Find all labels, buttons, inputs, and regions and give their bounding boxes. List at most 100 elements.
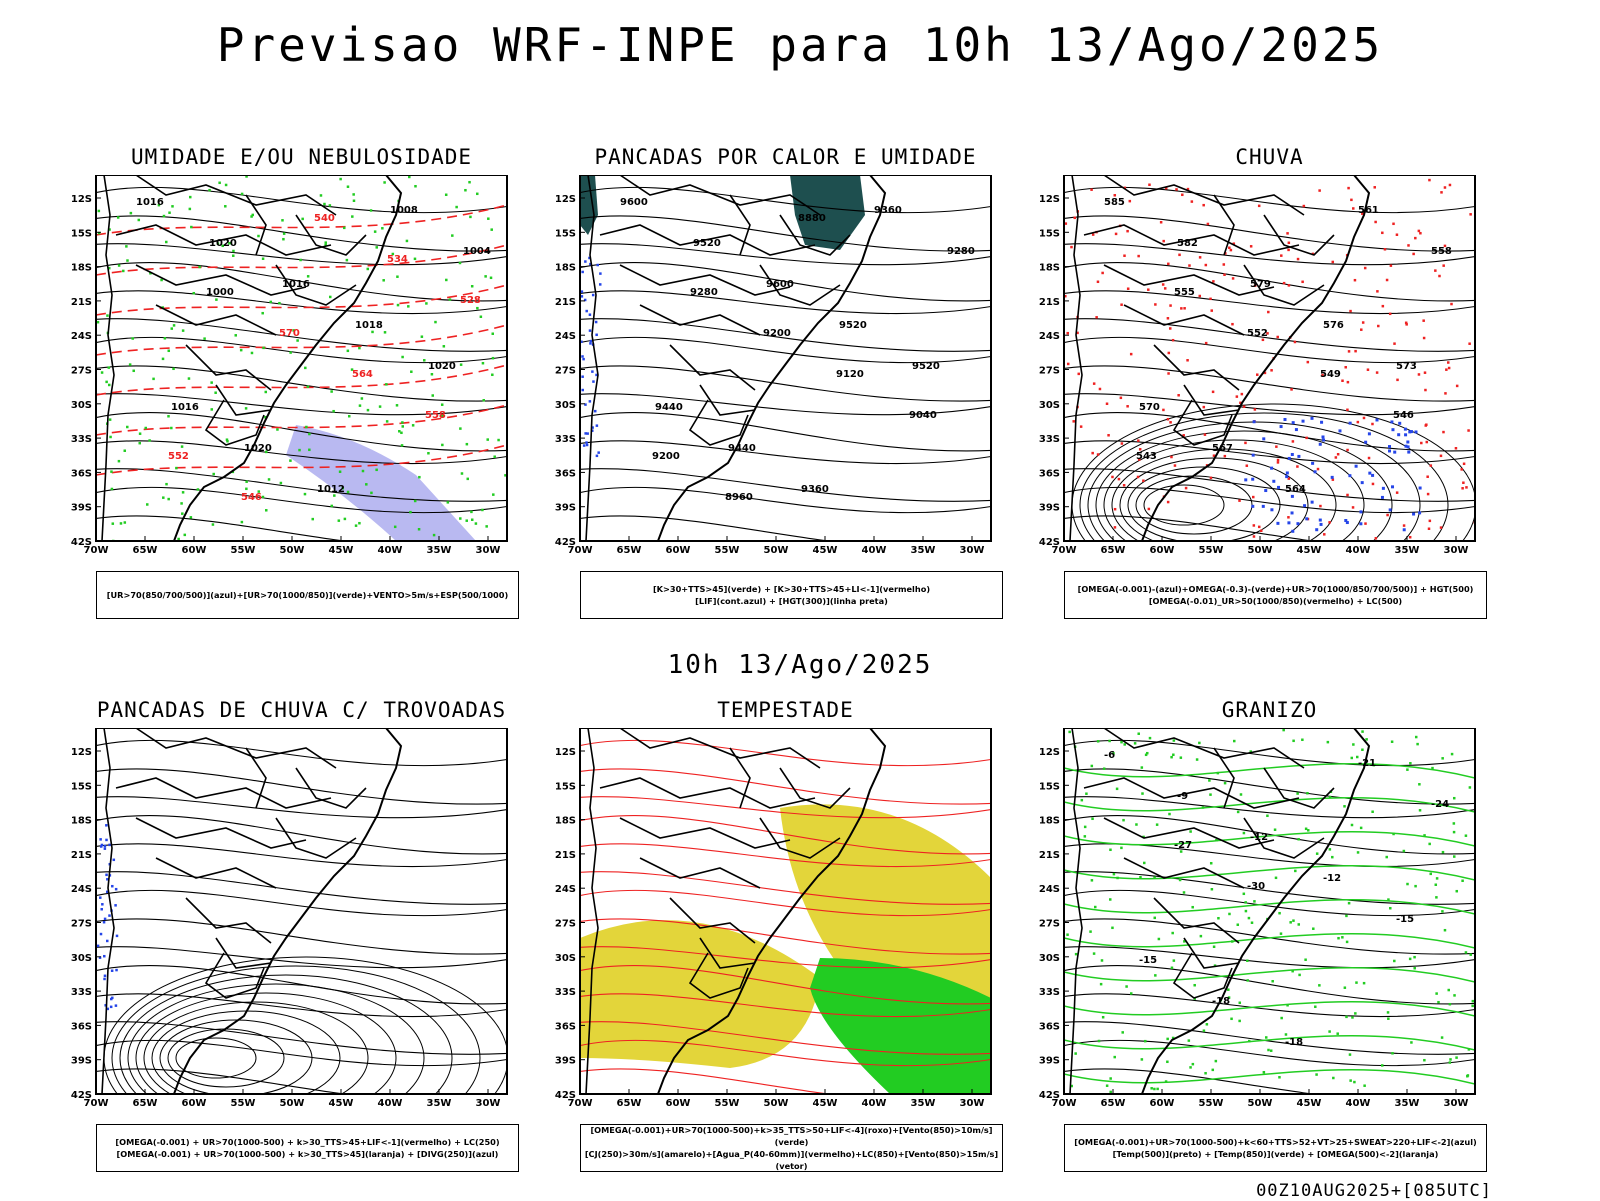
lat-tick-label: 27S — [1039, 366, 1060, 377]
contour-label: 564 — [1285, 484, 1306, 495]
contour-label: 528 — [460, 295, 481, 306]
contour-label: 543 — [1136, 451, 1157, 462]
contour-label: -15 — [1139, 955, 1157, 966]
mid-valid-time: 10h 13/Ago/2025 — [667, 650, 933, 680]
lat-tick-label: 39S — [1039, 1056, 1060, 1067]
legend-line: [OMEGA(-0.001)+UR>70(1000-500)+k<60+TTS>… — [1074, 1137, 1477, 1147]
lat-tick-label: 33S — [1039, 434, 1060, 445]
lat-tick-label: 24S — [71, 884, 92, 895]
lat-tick-label: 24S — [555, 331, 576, 342]
contour-label: 1020 — [428, 361, 456, 372]
main-title: Previsao WRF-INPE para 10h 13/Ago/2025 — [216, 18, 1384, 72]
contour-label: 9520 — [839, 320, 867, 331]
lon-tick-label: 55W — [715, 545, 740, 556]
contour-label: 573 — [1396, 361, 1417, 372]
panel-legend: [OMEGA(-0.001)+UR>70(1000-500)+k>35_TTS>… — [580, 1124, 1003, 1172]
lat-tick-label: 12S — [555, 194, 576, 205]
lat-tick-label: 18S — [71, 263, 92, 274]
contour-label: 570 — [279, 328, 300, 339]
lat-tick-label: 39S — [555, 1056, 576, 1067]
contour-label: 1020 — [244, 443, 272, 454]
lon-tick-label: 60W — [1150, 1098, 1175, 1109]
forecast-panel: PANCADAS DE CHUVA C/ TROVOADAS 12S 15S 18S 2… — [54, 698, 534, 1188]
lon-tick-label: 40W — [1346, 1098, 1371, 1109]
contour-label: 8960 — [725, 492, 753, 503]
legend-line: [LIF](cont.azul) + [HGT(300)](linha pret… — [695, 596, 888, 606]
lon-tick-label: 50W — [1248, 545, 1273, 556]
lon-tick-label: 65W — [133, 1098, 158, 1109]
map-frame — [1063, 175, 1476, 542]
lon-tick-label: 50W — [764, 545, 789, 556]
lat-tick-label: 33S — [555, 987, 576, 998]
contour-label: 555 — [1174, 287, 1195, 298]
lat-tick-label: 27S — [1039, 919, 1060, 930]
map-frame — [579, 175, 992, 542]
map-frame — [1063, 728, 1476, 1095]
legend-line: [CJ(250)>30m/s](amarelo)+[Agua_P(40-60mm… — [584, 1149, 999, 1171]
contour-label: 9360 — [801, 484, 829, 495]
forecast-map: 585 582 579 576 573 570 567 564 561 558 555 552 549 5… — [1039, 175, 1476, 556]
contour-label: 9280 — [947, 246, 975, 257]
lon-tick-label: 30W — [476, 545, 501, 556]
panel-legend: [UR>70(850/700/500)](azul)+[UR>70(1000/8… — [96, 571, 519, 619]
lat-tick-label: 42S — [71, 537, 92, 548]
contour-label: 1016 — [136, 197, 164, 208]
contour-label: 540 — [314, 213, 335, 224]
panel-legend: [OMEGA(-0.001)-(azul)+OMEGA(-0.3)-(verde… — [1064, 571, 1487, 619]
contour-label: 579 — [1250, 279, 1271, 290]
contour-label: 9360 — [874, 205, 902, 216]
contour-label: 9600 — [766, 279, 794, 290]
lat-tick-label: 15S — [555, 228, 576, 239]
contour-label: 9280 — [690, 287, 718, 298]
lat-tick-label: 15S — [1039, 228, 1060, 239]
lat-tick-label: 27S — [71, 366, 92, 377]
lon-tick-label: 55W — [715, 1098, 740, 1109]
contour-label: -18 — [1285, 1037, 1303, 1048]
lon-tick-label: 45W — [329, 1098, 354, 1109]
contour-label: 552 — [168, 451, 189, 462]
contour-label: 9200 — [652, 451, 680, 462]
forecast-map: 9600 9520 9600 9520 9520 9440 9440 9360 9360 9280… — [555, 175, 992, 556]
lon-tick-label: 65W — [133, 545, 158, 556]
panel-title: UMIDADE E/OU NEBULOSIDADE — [130, 145, 473, 169]
lat-tick-label: 39S — [71, 503, 92, 514]
forecast-panel: TEMPESTADE 12S 15S 18S 21S 24S 27S 30S 33S 36S 39S… — [538, 698, 1018, 1188]
contour-label: -12 — [1323, 873, 1341, 884]
lat-tick-label: 18S — [555, 816, 576, 827]
contour-label: -21 — [1358, 758, 1376, 769]
lat-tick-label: 21S — [1039, 850, 1060, 861]
contour-label: 9440 — [728, 443, 756, 454]
lon-tick-label: 55W — [231, 1098, 256, 1109]
lon-tick-label: 65W — [617, 1098, 642, 1109]
lon-tick-label: 45W — [329, 545, 354, 556]
panel-title: TEMPESTADE — [717, 698, 854, 722]
forecast-map: 1016 1020 1016 1018 1020 1016 1020 1012 1008 1004… — [71, 175, 508, 556]
lat-tick-label: 33S — [71, 987, 92, 998]
lon-tick-label: 45W — [1297, 1098, 1322, 1109]
lon-tick-label: 55W — [1199, 1098, 1224, 1109]
lat-tick-label: 39S — [1039, 503, 1060, 514]
contour-label: 9600 — [620, 197, 648, 208]
panel-legend: [K>30+TTS>45](verde) + [K>30+TTS>45+LI<-… — [580, 571, 1003, 619]
lon-tick-label: 60W — [666, 1098, 691, 1109]
legend-line: [OMEGA(-0.001) + UR>70(1000-500) + k>30_… — [116, 1149, 499, 1159]
lon-tick-label: 60W — [182, 545, 207, 556]
lat-tick-label: 36S — [1039, 468, 1060, 479]
lat-tick-label: 42S — [71, 1090, 92, 1101]
lon-tick-label: 60W — [666, 545, 691, 556]
lat-tick-label: 15S — [71, 228, 92, 239]
contour-label: 9440 — [655, 402, 683, 413]
lon-tick-label: 70W — [1052, 545, 1077, 556]
map-frame — [95, 728, 508, 1095]
legend-line: [OMEGA(-0.001) + UR>70(1000-500) + k>30_… — [115, 1137, 500, 1147]
lat-tick-label: 21S — [71, 297, 92, 308]
lon-tick-label: 70W — [568, 545, 593, 556]
lat-tick-label: 15S — [555, 781, 576, 792]
legend-line: [K>30+TTS>45](verde) + [K>30+TTS>45+LI<-… — [652, 584, 931, 594]
contour-label: 534 — [387, 254, 408, 265]
contour-label: 8880 — [798, 213, 826, 224]
forecast-map: -6 -9 -12 -12 -15 -15 -18 -18 -21 -24 -27 -30 12S 15S… — [1039, 728, 1476, 1109]
lat-tick-label: 42S — [1039, 537, 1060, 548]
lon-tick-label: 40W — [862, 1098, 887, 1109]
